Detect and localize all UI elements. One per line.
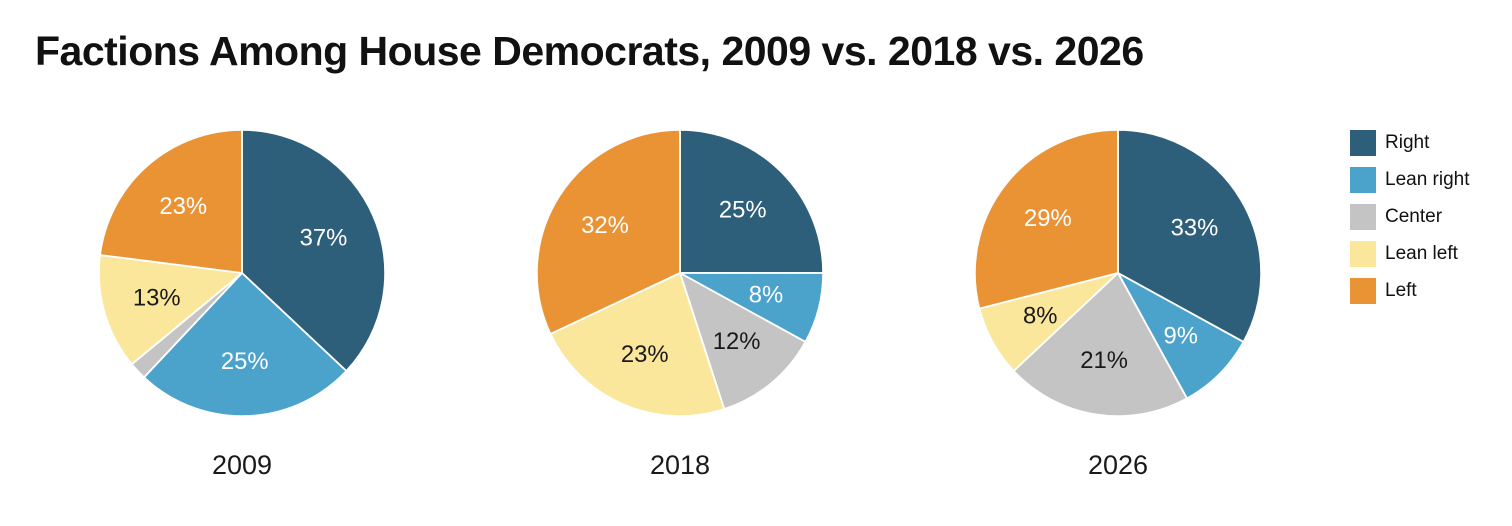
pie-chart-2026: 33% 9% 21% 8% 29%: [973, 128, 1263, 418]
pie-block-2009: 37% 25% 13% 23% 2009: [86, 117, 398, 480]
pie-year-label-2018: 2018: [649, 450, 711, 480]
legend-label-lean-left: Lean left: [1385, 243, 1458, 264]
pie-block-2018: 25% 8% 12% 23% 32% 2018: [524, 117, 836, 480]
slice-label-2009-lean-right: 25%: [221, 348, 269, 375]
slice-label-2018-center: 12%: [713, 328, 761, 355]
pie-slice-2018-center: [679, 272, 807, 411]
legend-swatch-lean-right: [1350, 167, 1376, 193]
legend-swatch-lean-left: [1350, 241, 1376, 267]
pie-slice-2018-left: [535, 128, 681, 335]
slice-label-2026-lean-right: 9%: [1164, 322, 1198, 349]
slice-label-2026-center: 21%: [1080, 347, 1128, 374]
legend-item-lean-left: Lean left: [1350, 241, 1470, 267]
pie-slice-2026-center: [1012, 272, 1188, 418]
legend-label-right: Right: [1385, 132, 1430, 153]
legend-swatch-center: [1350, 204, 1376, 230]
pie-slice-2009-left: [99, 128, 243, 274]
pie-year-label-2009: 2009: [211, 450, 273, 480]
legend-swatch-left: [1350, 278, 1376, 304]
pie-slice-2026-left: [973, 128, 1119, 310]
legend-swatch-right: [1350, 130, 1376, 156]
pie-chart-2018: 25% 8% 12% 23% 32%: [535, 128, 825, 418]
legend-item-left: Left: [1350, 278, 1470, 304]
slice-label-2009-lean-left: 13%: [133, 284, 181, 311]
pie-slice-2018-lean-left: [549, 272, 726, 418]
slice-label-2018-lean-right: 8%: [749, 282, 783, 309]
pie-slice-2026-lean-right: [1117, 272, 1245, 400]
slice-label-2018-lean-left: 23%: [621, 341, 669, 368]
legend-label-center: Center: [1385, 206, 1443, 227]
legend-item-center: Center: [1350, 204, 1470, 230]
pie-slice-2009-right: [241, 128, 387, 372]
legend-label-lean-right: Lean right: [1385, 169, 1470, 190]
legend-label-left: Left: [1385, 280, 1417, 301]
legend-item-right: Right: [1350, 130, 1470, 156]
legend: Right Lean right Center Lean left Left: [1350, 130, 1470, 315]
slice-label-2018-right: 25%: [719, 197, 767, 224]
slice-label-2026-left: 29%: [1024, 205, 1072, 232]
pie-slice-2026-right: [1117, 128, 1263, 343]
pie-year-label-2026: 2026: [1087, 450, 1149, 480]
pie-slice-2009-lean-left: [97, 254, 243, 366]
slice-label-2026-lean-left: 8%: [1023, 302, 1057, 329]
pie-block-2026: 33% 9% 21% 8% 29% 2026: [962, 117, 1274, 480]
chart-title: Factions Among House Democrats, 2009 vs.…: [35, 28, 1144, 74]
legend-item-lean-right: Lean right: [1350, 167, 1470, 193]
pie-slice-2018-right: [679, 128, 825, 274]
slice-label-2018-left: 32%: [581, 212, 629, 239]
slice-label-2009-left: 23%: [159, 193, 207, 220]
pie-chart-2009: 37% 25% 13% 23%: [97, 128, 387, 418]
pie-slice-2009-lean-right: [143, 272, 348, 418]
slice-label-2026-right: 33%: [1171, 214, 1219, 241]
slice-label-2009-right: 37%: [300, 224, 348, 251]
